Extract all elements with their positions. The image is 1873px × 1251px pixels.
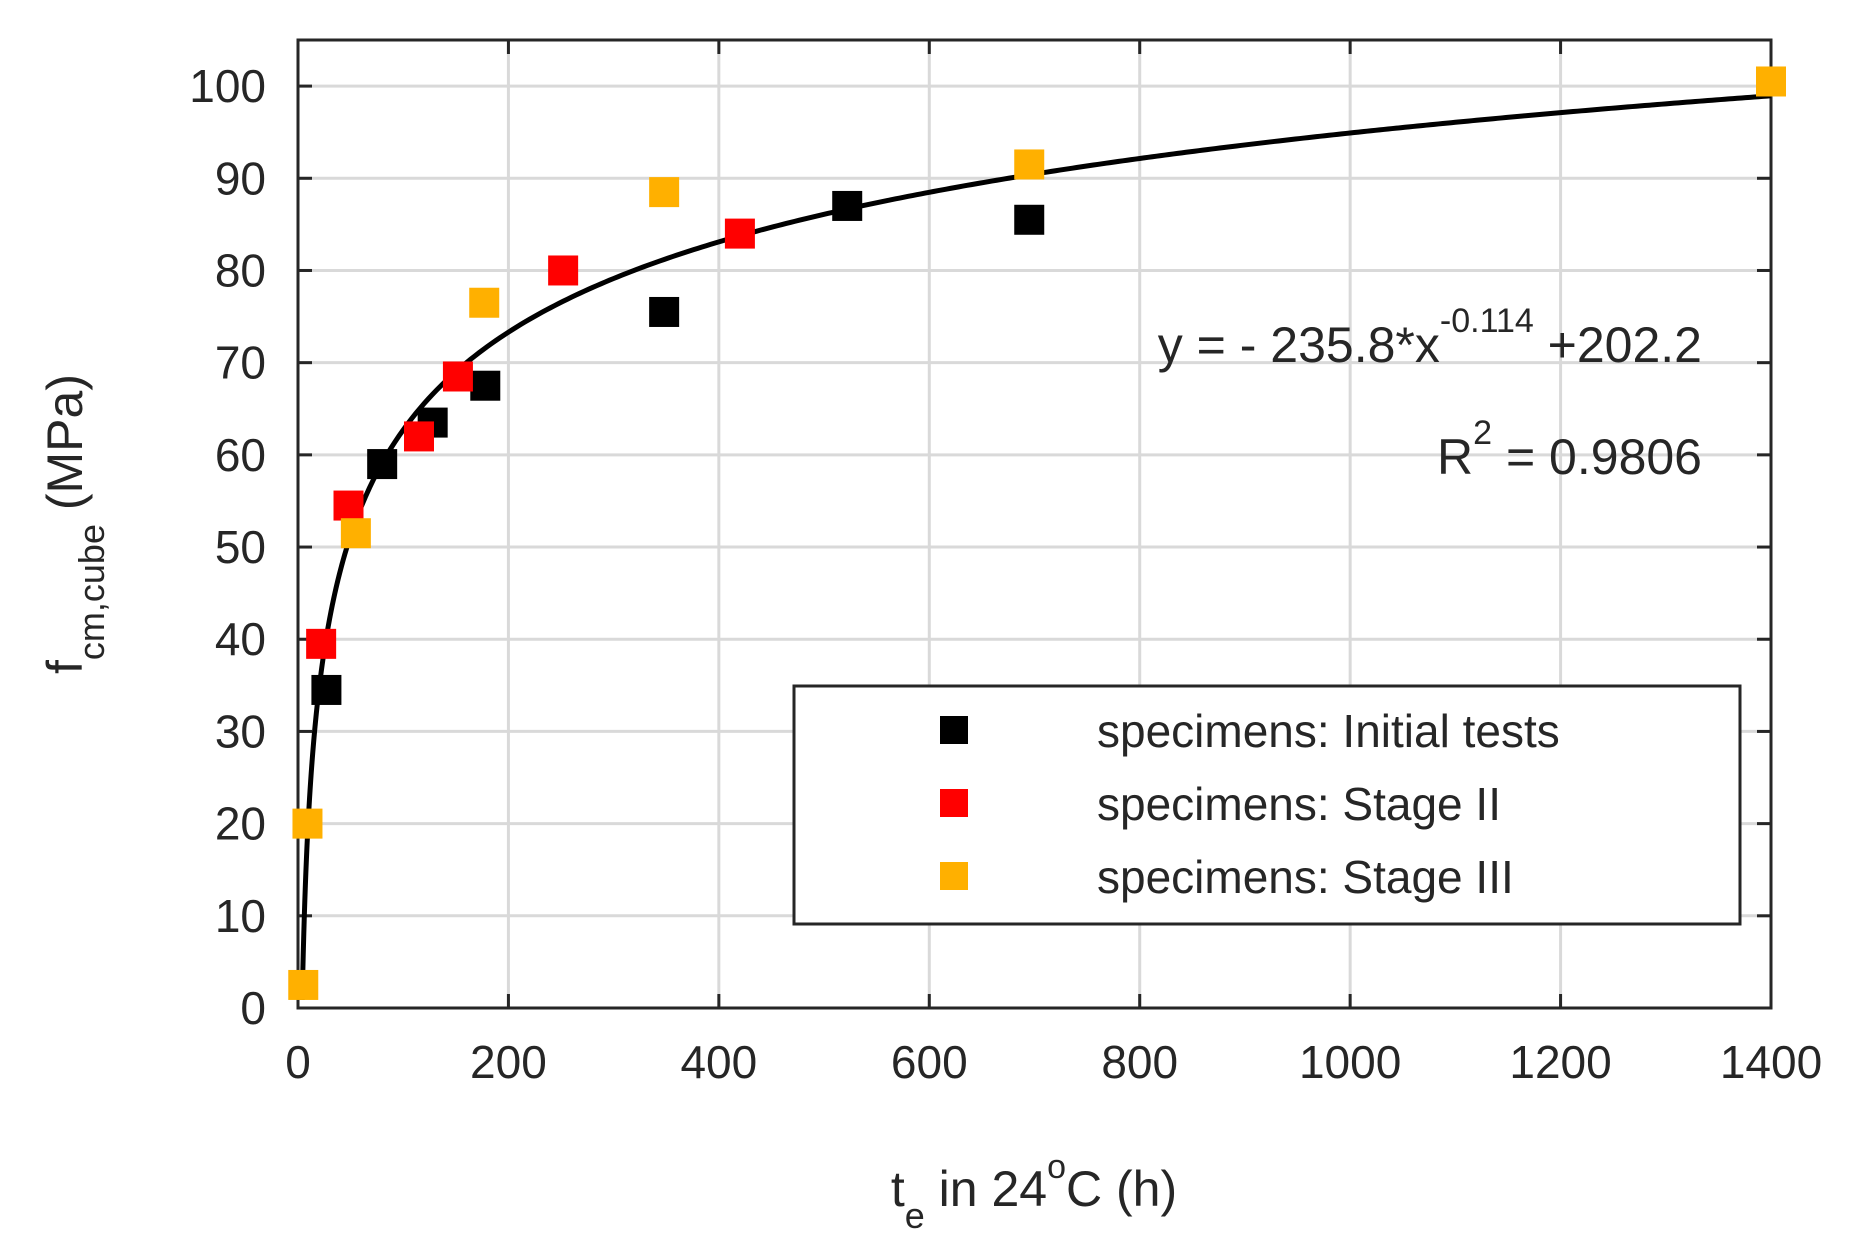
y-tick-label: 10 <box>215 890 266 942</box>
y-tick-label: 0 <box>240 982 266 1034</box>
legend-label-stage-ii: specimens: Stage II <box>1097 778 1501 830</box>
legend: specimens: Initial tests specimens: Stag… <box>792 684 1742 926</box>
fit-equation: y = - 235.8*x-0.114 +202.2 <box>1158 302 1702 373</box>
fit-equation-main: y = - 235.8*x <box>1158 317 1440 373</box>
x-label-base: t <box>891 1161 905 1217</box>
y-tick-label: 60 <box>215 429 266 481</box>
y-label-base: f <box>37 660 93 674</box>
y-tick-label: 70 <box>215 337 266 389</box>
r-squared-base: R <box>1437 429 1473 485</box>
marker-series-2 <box>1756 66 1786 97</box>
y-label-sub: cm,cube <box>71 524 112 660</box>
x-tick-label: 0 <box>285 1036 311 1088</box>
tick-labels: 0 200 400 600 800 1000 1200 1400 0 10 20 30 40 50 60 70… <box>189 60 1822 1088</box>
x-label-middle: in 24 <box>925 1161 1047 1217</box>
plot-area-box <box>296 38 1773 1010</box>
x-tick-label: 200 <box>470 1036 547 1088</box>
marker-series-2 <box>649 177 680 208</box>
x-tick-label: 1000 <box>1299 1036 1401 1088</box>
marker-series-2 <box>469 287 500 318</box>
marker-series-0 <box>311 674 342 705</box>
marker-series-1 <box>333 490 364 521</box>
x-tick-label: 800 <box>1101 1036 1178 1088</box>
y-tick-label: 90 <box>215 152 266 204</box>
marker-series-0 <box>1014 204 1045 235</box>
x-label-end: C (h) <box>1066 1161 1177 1217</box>
legend-label-stage-iii: specimens: Stage III <box>1097 851 1514 903</box>
legend-marker-stage-iii <box>940 862 968 890</box>
y-axis-label: fcm,cube (MPa) <box>37 374 112 674</box>
marker-series-1 <box>403 421 434 452</box>
data-markers <box>288 66 1786 1000</box>
y-tick-label: 50 <box>215 521 266 573</box>
y-tick-label: 80 <box>215 244 266 296</box>
x-label-sub: e <box>905 1195 925 1236</box>
y-label-end: (MPa) <box>37 374 93 524</box>
r-squared-exponent: 2 <box>1473 414 1492 452</box>
fit-equation-tail: +202.2 <box>1534 317 1702 373</box>
x-tick-label: 400 <box>680 1036 757 1088</box>
legend-label-initial-tests: specimens: Initial tests <box>1097 705 1560 757</box>
y-tick-label: 30 <box>215 705 266 757</box>
grid-lines <box>298 40 1771 1008</box>
x-tick-label: 1400 <box>1720 1036 1822 1088</box>
y-tick-label: 100 <box>189 60 266 112</box>
fit-curve <box>299 93 1772 1001</box>
marker-series-1 <box>548 255 579 286</box>
legend-marker-initial-tests <box>940 716 968 744</box>
marker-series-2 <box>292 808 323 839</box>
marker-series-2 <box>288 969 319 1000</box>
y-tick-label: 40 <box>215 613 266 665</box>
x-tick-label: 600 <box>891 1036 968 1088</box>
marker-series-1 <box>724 218 755 249</box>
marker-series-0 <box>649 296 680 327</box>
fit-r-squared: R2 = 0.9806 <box>1437 414 1702 485</box>
marker-series-1 <box>442 361 473 392</box>
marker-series-0 <box>367 449 398 480</box>
fit-equation-exponent: -0.114 <box>1440 302 1534 340</box>
x-tick-label: 1200 <box>1509 1036 1611 1088</box>
r-squared-tail: = 0.9806 <box>1492 429 1702 485</box>
x-axis-label: te in 24oC (h) <box>891 1148 1177 1236</box>
legend-marker-stage-ii <box>940 789 968 817</box>
marker-series-0 <box>470 370 501 401</box>
marker-series-0 <box>832 190 863 221</box>
marker-series-1 <box>306 628 337 659</box>
y-tick-label: 20 <box>215 798 266 850</box>
x-label-sup: o <box>1047 1148 1066 1186</box>
marker-series-2 <box>1014 149 1045 180</box>
marker-series-2 <box>340 518 371 549</box>
